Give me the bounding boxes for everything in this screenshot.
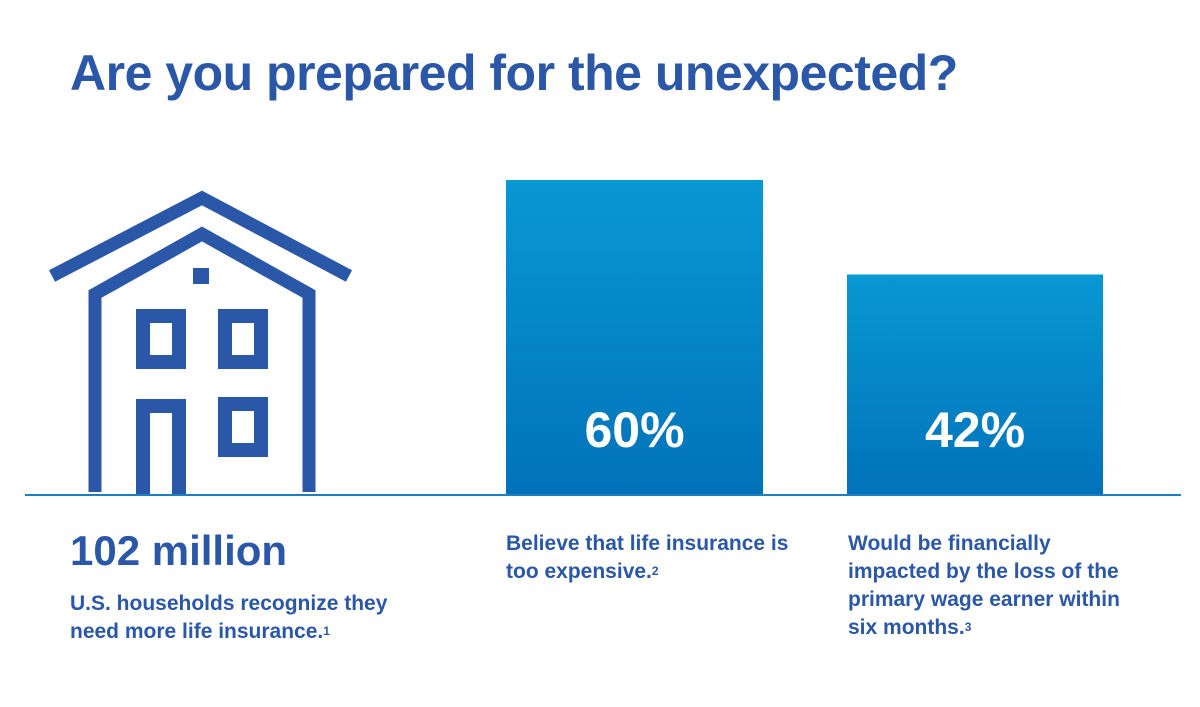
households-caption-text: U.S. households recognize they need more… [70, 592, 388, 643]
bar-financially-impacted [847, 274, 1103, 495]
category-label: Believe that life insurance is too expen… [506, 532, 789, 583]
bar-financially-impacted-value-label: 42% [925, 402, 1025, 458]
footnote-marker: 1 [323, 624, 330, 638]
category-label: Would be financially impacted by the los… [848, 532, 1120, 639]
house-icon [49, 190, 353, 494]
bar-too-expensive-value-label: 60% [584, 402, 684, 458]
bars-group: 60% 42% [506, 180, 1103, 495]
footnote-marker: 2 [651, 564, 659, 578]
bar-label-too-expensive: Believe that life insurance is too expen… [506, 530, 796, 586]
bar-label-financially-impacted: Would be financially impacted by the los… [848, 530, 1138, 642]
page-title: Are you prepared for the unexpected? [70, 45, 958, 101]
footnote-marker: 3 [964, 620, 972, 634]
bar-too-expensive [506, 180, 763, 495]
households-stat-caption: U.S. households recognize they need more… [70, 590, 410, 646]
households-stat-value: 102 million [70, 527, 288, 574]
